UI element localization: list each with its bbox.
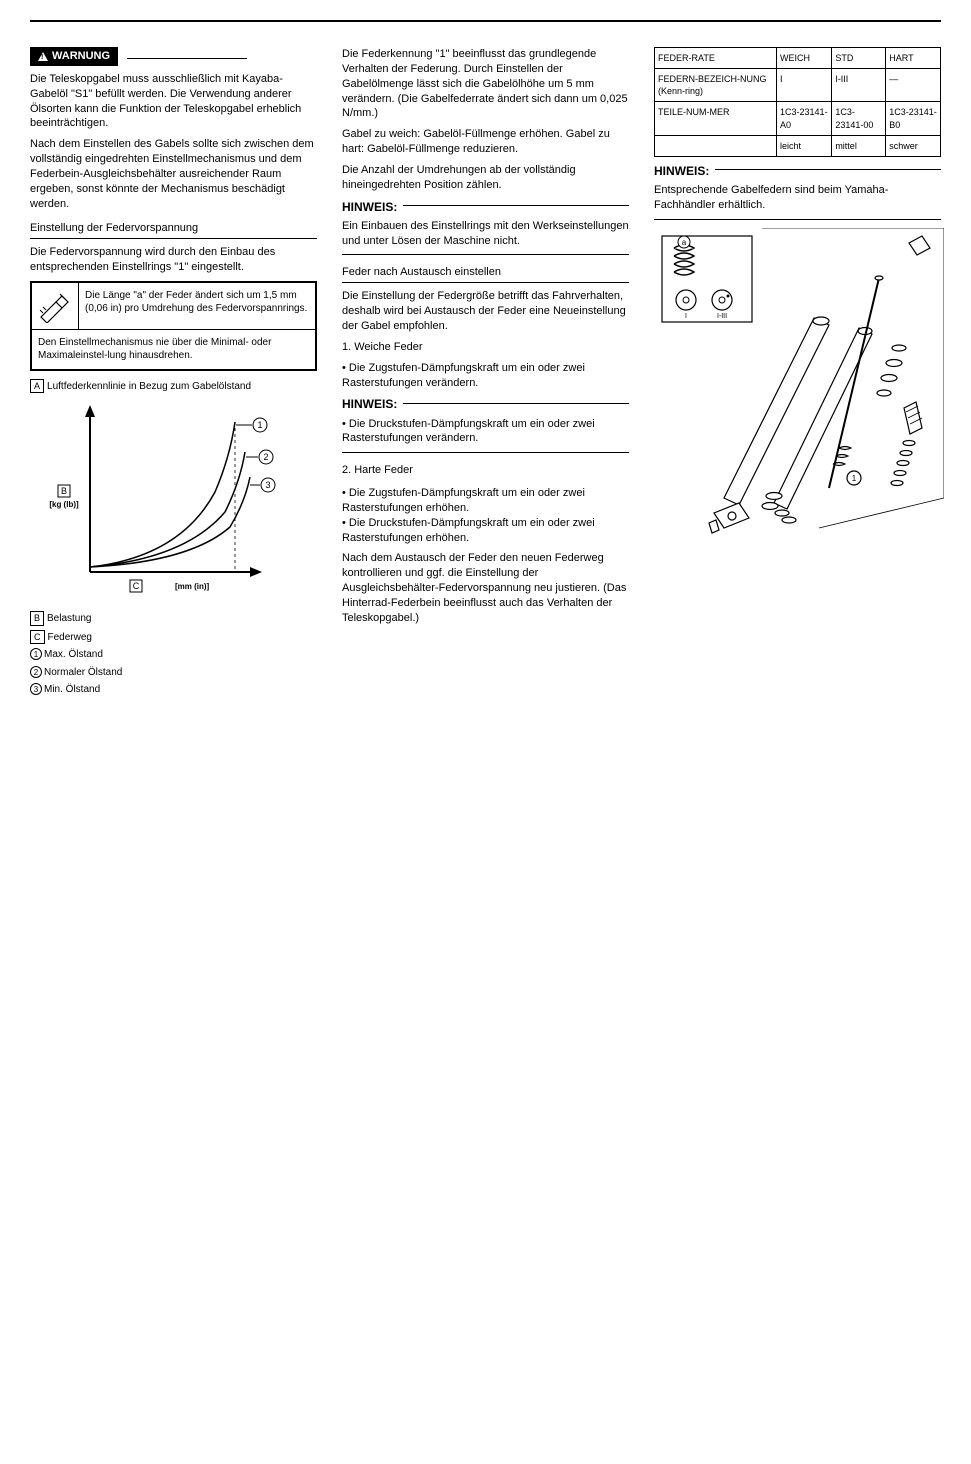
svg-text:1: 1 [852, 474, 857, 483]
chart-legend-1: 1Max. Ölstand [30, 648, 317, 662]
chart-legend-c: CFederweg [30, 630, 317, 645]
warnung-badge: WARNUNG [30, 47, 118, 66]
hinweis-label-2: HINWEIS: [342, 396, 397, 412]
table-row: TEILE-NUM-MER 1C3-23141-A0 1C3-23141-00 … [655, 102, 941, 135]
section-c-text: • Die Zugstufen-Dämpfungskraft um ein od… [342, 486, 629, 545]
chart-legend-2: 2Normaler Ölstand [30, 666, 317, 680]
chart-legend-3: 3Min. Ölstand [30, 683, 317, 697]
section-a-text: Die Federvorspannung wird durch den Einb… [30, 245, 317, 275]
warnung-text-2: Nach dem Einstellen des Gabels sollte si… [30, 137, 317, 211]
sub1-text: • Die Zugstufen-Dämpfungskraft um ein od… [342, 361, 629, 391]
spring-spec-table: FEDER-RATE WEICH STD HART FEDERN-BEZEICH… [654, 47, 941, 157]
col2-p2: Gabel zu weich: Gabelöl-Füllmenge erhöhe… [342, 127, 629, 157]
hinweis-text-3: Entsprechende Gabelfedern sind beim Yama… [654, 183, 941, 213]
sub1-title: 1. Weiche Feder [342, 340, 629, 355]
warnung-text-1: Die Teleskopgabel muss ausschließlich mi… [30, 72, 317, 131]
svg-text:B: B [61, 486, 67, 496]
svg-text:[kg (lb)]: [kg (lb)] [49, 500, 79, 509]
hinweis-text-1: Ein Einbauen des Einstellrings mit den W… [342, 219, 629, 249]
warnung-label: WARNUNG [52, 49, 110, 64]
svg-text:1: 1 [257, 420, 262, 430]
hinweis-label-3: HINWEIS: [654, 163, 709, 179]
hinweis-label-1: HINWEIS: [342, 199, 397, 215]
table-row: FEDERN-BEZEICH-NUNG (Kenn-ring) I I-III … [655, 69, 941, 102]
svg-text:[mm (in)]: [mm (in)] [175, 582, 210, 591]
adjuster-icon-table: Die Länge "a" der Feder ändert sich um 1… [30, 281, 317, 371]
hinweis-text-2: • Die Druckstufen-Dämpfungskraft um ein … [342, 417, 629, 447]
col2-p3: Die Anzahl der Umdrehungen ab der vollst… [342, 163, 629, 193]
chart-legend-a: ALuftfederkennlinie in Bezug zum Gabelöl… [30, 379, 317, 394]
svg-text:3: 3 [265, 480, 270, 490]
icon-table-text: Die Länge "a" der Feder ändert sich um 1… [79, 282, 317, 330]
icon-table-caution: Den Einstellmechanismus nie über die Min… [31, 329, 316, 370]
col2-p1: Die Federkennung "1" beeinflusst das gru… [342, 47, 629, 121]
svg-text:I: I [685, 313, 687, 320]
svg-text:a: a [682, 238, 687, 247]
svg-text:C: C [133, 581, 140, 591]
table-row: leicht mittel schwer [655, 135, 941, 156]
svg-text:I-III: I-III [717, 313, 727, 320]
svg-text:2: 2 [263, 452, 268, 462]
section-spring-preload: Einstellung der Federvorspannung [30, 221, 317, 239]
section-b-text: Die Einstellung der Federgröße betrifft … [342, 289, 629, 334]
section-hard-spring: 2. Harte Feder [342, 463, 629, 480]
fork-exploded-diagram: a I I-III [654, 228, 944, 538]
col2-end: Nach dem Austausch der Feder den neuen F… [342, 551, 629, 625]
table-row: FEDER-RATE WEICH STD HART [655, 48, 941, 69]
chart-legend-b: BBelastung [30, 611, 317, 626]
section-replace-spring: Feder nach Austausch einstellen [342, 265, 629, 283]
adjuster-icon [38, 289, 72, 323]
air-spring-chart: 1 2 3 B [kg (lb)] C [mm (in)] [30, 397, 280, 607]
